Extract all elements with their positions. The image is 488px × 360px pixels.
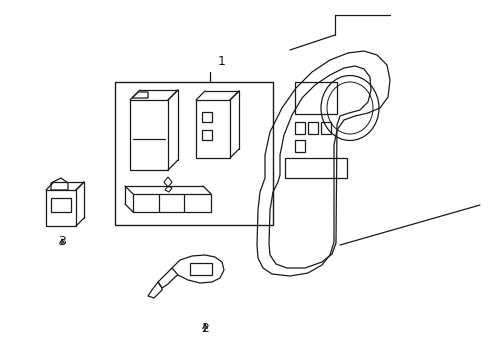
Bar: [196, 100, 229, 158]
Text: 2: 2: [201, 322, 208, 335]
Text: 1: 1: [218, 55, 225, 68]
Bar: [307, 122, 317, 134]
Bar: [202, 112, 212, 122]
Bar: [46, 190, 76, 226]
Bar: [115, 82, 272, 225]
Bar: [294, 82, 336, 114]
Bar: [190, 263, 212, 275]
Text: 3: 3: [58, 235, 66, 248]
Bar: [294, 122, 305, 134]
Bar: [320, 122, 330, 134]
Bar: [51, 198, 71, 212]
Bar: [133, 194, 210, 212]
Bar: [285, 158, 346, 178]
Bar: [130, 100, 168, 170]
Bar: [294, 140, 305, 152]
Bar: [202, 130, 212, 140]
